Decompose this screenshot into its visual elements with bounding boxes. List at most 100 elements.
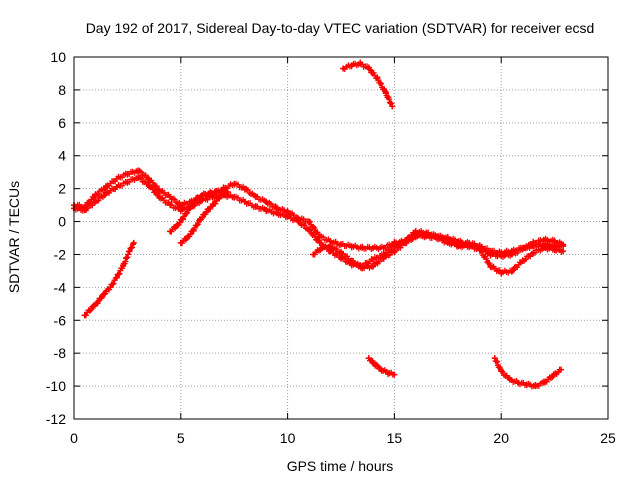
data-point bbox=[92, 192, 99, 199]
data-point bbox=[372, 361, 379, 368]
data-point bbox=[359, 264, 366, 271]
y-tick-label: 10 bbox=[50, 49, 66, 65]
y-tick-label: -6 bbox=[54, 312, 67, 328]
data-point bbox=[156, 193, 163, 200]
series-trace bbox=[81, 241, 136, 319]
y-tick-labels: -12 -10 -8 -6 -4 -2 0 2 4 6 8 10 bbox=[46, 49, 66, 427]
x-tick-labels: 0 5 10 15 20 25 bbox=[70, 430, 616, 446]
data-point bbox=[338, 249, 344, 256]
data-point bbox=[263, 198, 270, 205]
data-point bbox=[455, 243, 462, 250]
data-point bbox=[530, 249, 537, 256]
data-point bbox=[252, 203, 259, 210]
data-point bbox=[549, 373, 556, 380]
data-point bbox=[498, 269, 505, 276]
data-point bbox=[310, 251, 317, 258]
data-point bbox=[357, 60, 364, 67]
data-point bbox=[103, 183, 110, 190]
data-point bbox=[530, 239, 537, 246]
data-point bbox=[224, 188, 231, 195]
data-point bbox=[167, 202, 174, 209]
data-point bbox=[113, 183, 120, 190]
data-point bbox=[305, 218, 312, 225]
data-point bbox=[348, 243, 355, 250]
y-tick-label: 0 bbox=[58, 214, 66, 230]
data-point bbox=[487, 262, 494, 269]
data-point bbox=[273, 210, 280, 217]
data-point bbox=[231, 193, 238, 200]
x-tick-label: 20 bbox=[493, 430, 509, 446]
data-point bbox=[145, 175, 152, 182]
x-tick-label: 15 bbox=[387, 430, 403, 446]
y-tick-label: -2 bbox=[54, 246, 67, 262]
y-tick-label: 8 bbox=[58, 82, 66, 98]
data-point bbox=[340, 65, 347, 72]
data-point bbox=[145, 182, 152, 189]
data-point bbox=[130, 239, 137, 246]
data-point bbox=[434, 233, 441, 240]
data-point bbox=[305, 226, 312, 233]
data-point bbox=[402, 239, 409, 246]
data-point bbox=[192, 197, 199, 204]
data-point bbox=[184, 235, 191, 241]
data-point bbox=[81, 207, 88, 214]
data-point bbox=[487, 251, 494, 258]
data-point bbox=[508, 267, 515, 274]
data-point bbox=[173, 223, 180, 230]
data-point bbox=[120, 262, 127, 269]
data-point bbox=[476, 246, 483, 253]
data-point bbox=[205, 190, 212, 197]
data-point bbox=[560, 241, 567, 248]
data-point bbox=[211, 188, 218, 195]
data-point bbox=[186, 205, 193, 212]
series-arc-early-lower bbox=[81, 239, 137, 319]
data-point bbox=[216, 195, 223, 202]
data-point bbox=[515, 379, 522, 386]
data-point bbox=[199, 192, 206, 199]
data-point bbox=[412, 233, 419, 240]
data-point bbox=[389, 103, 396, 110]
y-tick-label: -10 bbox=[46, 378, 66, 394]
data-point bbox=[179, 215, 186, 222]
data-point bbox=[384, 369, 391, 376]
data-point bbox=[540, 244, 547, 251]
data-point bbox=[348, 62, 355, 69]
data-point bbox=[295, 218, 302, 225]
series-arc-evening-low bbox=[491, 355, 565, 390]
x-tick-label: 25 bbox=[600, 430, 616, 446]
data-point bbox=[218, 188, 225, 195]
data-point bbox=[203, 208, 210, 215]
data-point bbox=[190, 226, 197, 233]
chart-title: Day 192 of 2017, Sidereal Day-to-day VTE… bbox=[86, 20, 595, 36]
x-tick-label: 10 bbox=[280, 430, 296, 446]
y-tick-label: -8 bbox=[54, 345, 67, 361]
data-point bbox=[177, 207, 184, 214]
series-trace bbox=[340, 59, 395, 107]
ticks-layer bbox=[73, 56, 609, 420]
data-point bbox=[284, 213, 291, 220]
x-axis-label: GPS time / hours bbox=[287, 458, 394, 474]
data-point bbox=[197, 216, 204, 223]
series-arc-afternoon-low bbox=[365, 355, 398, 378]
data-point bbox=[560, 248, 567, 255]
data-point bbox=[551, 238, 558, 245]
data-point bbox=[444, 236, 451, 243]
y-tick-label: 6 bbox=[58, 115, 66, 131]
data-point bbox=[113, 274, 120, 281]
data-point bbox=[491, 355, 498, 362]
data-point bbox=[252, 193, 259, 200]
data-point bbox=[365, 65, 372, 72]
data-point bbox=[558, 366, 565, 373]
data-point bbox=[318, 244, 325, 251]
y-tick-label: 2 bbox=[58, 181, 66, 197]
data-point bbox=[126, 248, 133, 255]
data-point bbox=[327, 243, 334, 250]
data-point bbox=[540, 379, 547, 386]
data-point bbox=[391, 248, 398, 255]
data-point bbox=[241, 185, 248, 192]
data-point bbox=[177, 239, 184, 246]
grid-layer bbox=[74, 57, 608, 419]
data-point bbox=[167, 193, 174, 200]
data-point bbox=[508, 251, 515, 258]
